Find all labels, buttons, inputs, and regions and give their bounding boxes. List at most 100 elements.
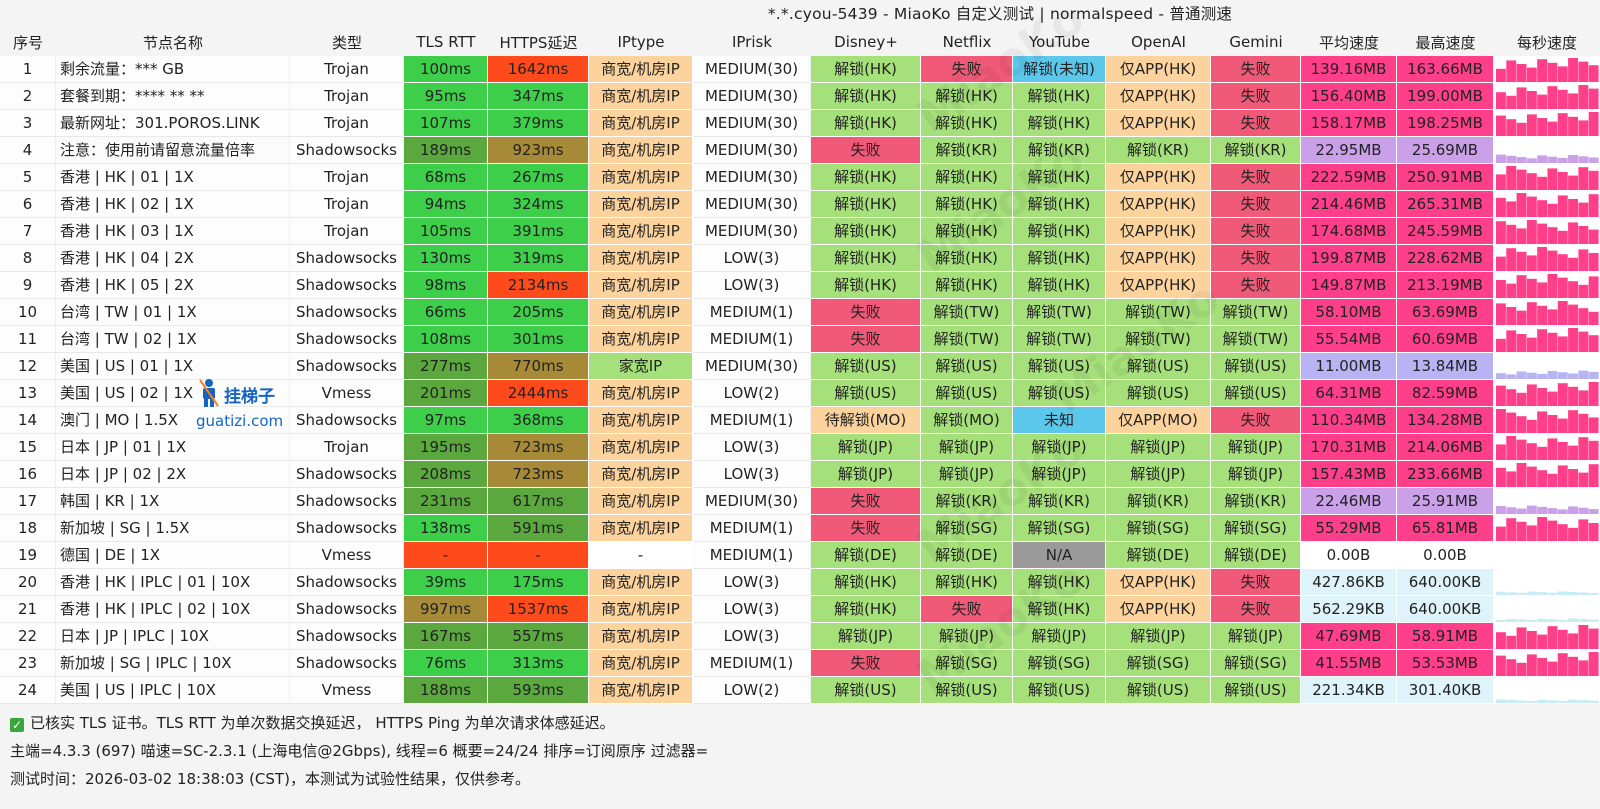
per-second-speed-cell <box>1494 353 1600 380</box>
table-row[interactable]: 10 台湾 | TW | 01 | 1X Shadowsocks 66ms 205ms 商… <box>0 299 1600 326</box>
col-disney-header[interactable]: Disney+ <box>834 33 898 51</box>
sparkline-bar <box>1588 229 1599 244</box>
col-openai-header[interactable]: OpenAI <box>1131 33 1186 51</box>
sparkline-bar <box>1537 247 1548 271</box>
table-row[interactable]: 4 注意：使用前请留意流量倍率 Shadowsocks 189ms 923ms 商宽/机房… <box>0 137 1600 164</box>
sparkline-bar <box>1557 465 1568 487</box>
col-gemini-header[interactable]: Gemini <box>1229 33 1283 51</box>
https-latency-cell: 267ms <box>488 164 589 191</box>
table-row[interactable]: 21 香港 | HK | IPLC | 02 | 10X Shadowsocks 99… <box>0 596 1600 623</box>
node-name-cell: 新加坡 | SG | IPLC | 10X <box>56 650 290 677</box>
col-iprisk-header[interactable]: IPrisk <box>731 33 773 51</box>
sparkline-bar <box>1588 619 1599 622</box>
col-max-speed-header[interactable]: 最高速度 <box>1415 33 1476 52</box>
table-row[interactable]: 20 香港 | HK | IPLC | 01 | 10X Shadowsocks 39… <box>0 569 1600 596</box>
youtube-status-cell: 解锁(KR) <box>1013 137 1106 164</box>
table-row[interactable]: 23 新加坡 | SG | IPLC | 10X Shadowsocks 76ms 31… <box>0 650 1600 677</box>
sparkline-bar <box>1578 226 1589 244</box>
col-tls-rtt-header[interactable]: TLS RTT <box>416 33 476 51</box>
openai-status-cell: 解锁(US) <box>1106 353 1211 380</box>
gemini-status-cell: 解锁(KR) <box>1211 137 1301 164</box>
table-row[interactable]: 8 香港 | HK | 04 | 2X Shadowsocks 130ms 319ms 商… <box>0 245 1600 272</box>
table-row[interactable]: 12 美国 | US | 01 | 1X Shadowsocks 277ms 770ms… <box>0 353 1600 380</box>
table-row[interactable]: 15 日本 | JP | 01 | 1X Trojan 195ms 723ms 商宽/机房… <box>0 434 1600 461</box>
sparkline-bar <box>1516 334 1527 352</box>
netflix-status-cell: 失败 <box>921 596 1013 623</box>
table-row[interactable]: 1 剩余流量：*** GB Trojan 100ms 1642ms 商宽/机房IP MEDI… <box>0 56 1600 83</box>
sparkline-bar <box>1495 699 1506 703</box>
youtube-status-cell: 解锁(HK) <box>1013 272 1106 299</box>
sparkline-bar <box>1506 592 1517 595</box>
table-row[interactable]: 24 美国 | US | IPLC | 10X Vmess 188ms 593ms 商宽/… <box>0 677 1600 704</box>
table-row[interactable]: 5 香港 | HK | 01 | 1X Trojan 68ms 267ms 商宽/机房IP… <box>0 164 1600 191</box>
netflix-status-cell: 解锁(HK) <box>921 83 1013 110</box>
col-iptype-header[interactable]: IPtype <box>617 33 665 51</box>
table-row[interactable]: 11 台湾 | TW | 02 | 1X Shadowsocks 108ms 301ms… <box>0 326 1600 353</box>
tls-rtt-cell: 76ms <box>404 650 488 677</box>
openai-status-cell: 解锁(JP) <box>1106 461 1211 488</box>
netflix-status-cell: 解锁(DE) <box>921 542 1013 569</box>
avg-speed-cell: 55.54MB <box>1301 326 1397 353</box>
ip-type-cell: 商宽/机房IP <box>589 164 693 191</box>
sparkline-bar <box>1537 634 1548 649</box>
ip-risk-cell: MEDIUM(30) <box>693 164 811 191</box>
sparkline-bar <box>1568 699 1578 703</box>
tls-rtt-cell: 66ms <box>404 299 488 326</box>
sparkline-bar <box>1516 619 1527 622</box>
table-row[interactable]: 17 韩国 | KR | 1X Shadowsocks 231ms 617ms 商宽/机房… <box>0 488 1600 515</box>
sparkline-bar <box>1547 391 1558 406</box>
col-netflix-header[interactable]: Netflix <box>942 33 992 51</box>
node-type-cell: Shadowsocks <box>290 488 404 515</box>
col-type-header[interactable]: 类型 <box>331 33 362 52</box>
youtube-status-cell: N/A <box>1013 542 1106 569</box>
table-row[interactable]: 16 日本 | JP | 02 | 2X Shadowsocks 208ms 723ms… <box>0 461 1600 488</box>
tls-rtt-cell: 201ms <box>404 380 488 407</box>
table-row[interactable]: 2 套餐到期：**** ** ** Trojan 95ms 347ms 商宽/机房IP ME… <box>0 83 1600 110</box>
sparkline-bar <box>1588 276 1599 298</box>
node-name-cell: 台湾 | TW | 02 | 1X <box>56 326 290 353</box>
col-youtube-header[interactable]: YouTube <box>1029 33 1090 51</box>
table-row[interactable]: 14 澳门 | MO | 1.5X Shadowsocks 97ms 368ms 商宽/机… <box>0 407 1600 434</box>
https-latency-cell: 923ms <box>488 137 589 164</box>
sparkline-bar <box>1516 508 1527 514</box>
https-latency-cell: 723ms <box>488 461 589 488</box>
col-index-header[interactable]: 序号 <box>12 33 43 52</box>
col-avg-speed-header[interactable]: 平均速度 <box>1318 33 1379 52</box>
tls-rtt-cell: 105ms <box>404 218 488 245</box>
ip-type-cell: 商宽/机房IP <box>589 380 693 407</box>
sparkline-bar <box>1547 520 1558 541</box>
row-index-cell: 20 <box>0 569 56 596</box>
col-https-latency-header[interactable]: HTTPS延迟 <box>499 33 578 52</box>
sparkline-bar <box>1526 372 1537 379</box>
table-row[interactable]: 9 香港 | HK | 05 | 2X Shadowsocks 98ms 2134ms 商… <box>0 272 1600 299</box>
tls-rtt-cell: 97ms <box>404 407 488 434</box>
col-per-second-header[interactable]: 每秒速度 <box>1516 33 1577 52</box>
row-index-cell: 24 <box>0 677 56 704</box>
table-row[interactable]: 19 德国 | DE | 1X Vmess - - - MEDIUM(1) 解锁(DE) 解锁(… <box>0 542 1600 569</box>
sparkline-bar <box>1588 440 1599 460</box>
sparkline-bar <box>1547 619 1558 622</box>
table-row[interactable]: 6 香港 | HK | 02 | 1X Trojan 94ms 324ms 商宽/机房IP… <box>0 191 1600 218</box>
avg-speed-cell: 55.29MB <box>1301 515 1397 542</box>
sparkline-bar <box>1495 303 1506 325</box>
sparkline-bar <box>1506 412 1517 433</box>
gemini-status-cell: 解锁(SG) <box>1211 650 1301 677</box>
node-type-cell: Shadowsocks <box>290 407 404 434</box>
node-type-cell: Trojan <box>290 83 404 110</box>
youtube-status-cell: 未知 <box>1013 407 1106 434</box>
table-row[interactable]: 3 最新网址：301.POROS.LINK Trojan 107ms 379ms 商宽/机… <box>0 110 1600 137</box>
youtube-status-cell: 解锁(JP) <box>1013 623 1106 650</box>
table-row[interactable]: 7 香港 | HK | 03 | 1X Trojan 105ms 391ms 商宽/机房I… <box>0 218 1600 245</box>
table-row[interactable]: 13 美国 | US | 02 | 1X Vmess 201ms 2444ms 商宽/机房… <box>0 380 1600 407</box>
sparkline-bar <box>1588 382 1599 406</box>
report-title-text: *.*.cyou-5439 - MiaoKo 自定义测试 | normalspe… <box>767 5 1233 23</box>
https-latency-cell: 205ms <box>488 299 589 326</box>
per-second-sparkline <box>1495 247 1599 271</box>
sparkline-bar <box>1568 155 1578 163</box>
sparkline-bar <box>1495 256 1506 271</box>
sparkline-bar <box>1506 699 1517 703</box>
row-index-cell: 19 <box>0 542 56 569</box>
table-row[interactable]: 18 新加坡 | SG | 1.5X Shadowsocks 138ms 591ms 商宽… <box>0 515 1600 542</box>
col-node-name-header[interactable]: 节点名称 <box>142 33 203 52</box>
table-row[interactable]: 22 日本 | JP | IPLC | 10X Shadowsocks 167ms 55… <box>0 623 1600 650</box>
